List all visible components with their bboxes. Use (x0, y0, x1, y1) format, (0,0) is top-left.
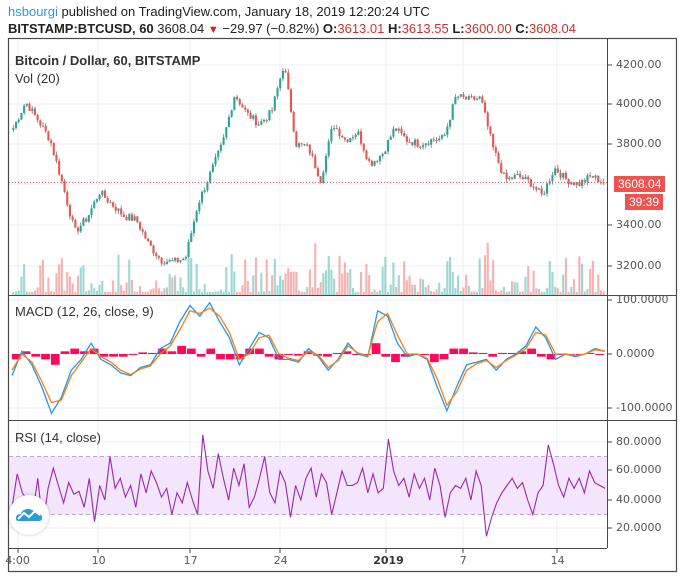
macd-signal-line (11, 307, 606, 407)
low-label: L: (452, 21, 465, 36)
x-axis-label: 10 (91, 554, 106, 567)
y-axis-label: 80.0000 (616, 435, 662, 448)
x-axis-label: 4:00 (5, 554, 30, 567)
close-value: 3608.04 (528, 21, 576, 36)
macd-line (11, 301, 606, 415)
y-axis-label: -100.0000 (616, 401, 673, 414)
x-axis-label: 2019 (373, 554, 404, 567)
open-value: 3613.01 (337, 21, 385, 36)
low-value: 3600.00 (464, 21, 512, 36)
tradingview-logo[interactable] (9, 495, 49, 535)
open-label: O: (322, 21, 338, 36)
y-axis-label: 4000.00 (616, 97, 662, 110)
x-axis-label: 14 (550, 554, 565, 567)
volume-bars (12, 242, 605, 295)
y-axis-label: 40.0000 (616, 493, 662, 506)
rsi-band-lines (9, 456, 607, 515)
axis-ticks (17, 64, 612, 553)
y-axis-label: 4200.00 (616, 58, 662, 71)
publish-info: hsbourgi published on TradingView.com, J… (8, 4, 430, 19)
symbol-label: BITSTAMP:BTCUSD, 60 (8, 21, 154, 36)
y-axis-label: 100.0000 (616, 293, 669, 306)
x-axis-label: 7 (459, 554, 467, 567)
rsi-line (11, 434, 606, 537)
volume-legend: Vol (20) (15, 71, 60, 86)
close-label: C: (515, 21, 529, 36)
y-axis-label: 20.0000 (616, 521, 662, 534)
last-price: 3608.04 (157, 21, 205, 36)
y-axis-label: 60.0000 (616, 463, 662, 476)
high-value: 3613.55 (401, 21, 449, 36)
macd-legend: MACD (12, 26, close, 9) (15, 304, 154, 319)
y-axis-label: 3200.00 (616, 259, 662, 272)
down-arrow-icon: ▼ (207, 24, 219, 36)
author-link[interactable]: hsbourgi (8, 4, 58, 19)
candlestick-series (12, 67, 605, 267)
rsi-legend: RSI (14, close) (15, 430, 101, 445)
x-axis-label: 17 (183, 554, 198, 567)
y-axis-label: 0.0000 (616, 347, 655, 360)
y-axis-label: 3400.00 (616, 218, 662, 231)
current-price-tag: 3608.04 (614, 176, 666, 192)
published-text: published on TradingView.com, January 18… (57, 4, 430, 19)
price-change: −29.97 (−0.82%) (222, 21, 320, 36)
pane-frames (7, 37, 678, 573)
x-axis-label: 24 (273, 554, 288, 567)
bar-countdown-tag: 39:39 (625, 194, 664, 210)
high-label: H: (387, 21, 402, 36)
rsi-band (9, 456, 607, 515)
y-axis-label: 3800.00 (616, 137, 662, 150)
cloud-chart-icon (16, 509, 42, 521)
symbol-info-bar: BITSTAMP:BTCUSD, 60 3608.04 ▼ −29.97 (−0… (8, 21, 576, 36)
price-pane-title: Bitcoin / Dollar, 60, BITSTAMP (15, 53, 201, 68)
